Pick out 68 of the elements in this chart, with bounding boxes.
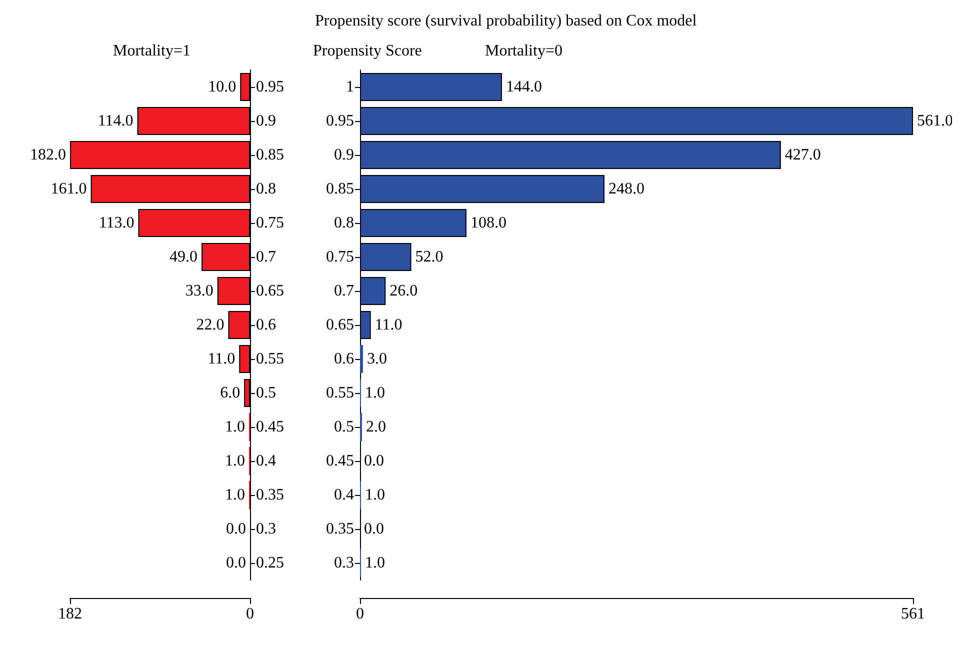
y-tick-label: 0.65 [256,282,284,300]
data-label: 0.0 [226,520,246,538]
y-tick-label: 0.65 [326,316,354,334]
y-tick-label: 0.9 [256,112,276,130]
y-tick-label: 0.3 [334,554,354,572]
data-label: 1.0 [225,486,246,504]
data-label: 0.0 [364,452,384,470]
data-label: 11.0 [374,316,402,334]
y-tick-label: 1 [346,78,354,96]
chart-title: Propensity score (survival probability) based on Cox model [315,12,698,30]
chart-subtitle: Mortality=0 [485,42,562,60]
y-tick-label: 0.4 [334,486,354,504]
y-tick-label: 0.5 [334,418,354,436]
y-tick-label: 0.85 [326,180,354,198]
data-label: 427.0 [784,146,821,164]
y-tick-label: 0.35 [256,486,284,504]
y-tick-label: 0.6 [256,316,276,334]
y-tick-label: 0.8 [256,180,276,198]
data-label: 1.0 [225,418,246,436]
y-tick-label: 0.95 [256,78,284,96]
data-label: 22.0 [196,316,224,334]
y-tick-label: 0.4 [256,452,276,470]
data-label: 0.0 [226,554,246,572]
data-label: 0.0 [364,520,384,538]
data-label: 3.0 [366,350,387,368]
data-label: 113.0 [98,214,134,232]
data-label: 161.0 [50,180,87,198]
x-tick-label: 0 [246,606,254,622]
y-tick-label: 0.45 [326,452,354,470]
data-label: 248.0 [608,180,644,198]
y-tick-label: 0.7 [256,248,276,266]
data-label: 10.0 [208,78,236,96]
x-tick-label: 0 [356,606,364,622]
data-label: 1.0 [364,384,385,402]
y-tick-label: 0.25 [256,554,284,572]
data-label: 52.0 [415,248,444,266]
data-label: 1.0 [364,486,385,504]
chart-title: Mortality=1 [113,42,190,60]
data-label: 26.0 [390,282,418,300]
y-tick-label: 0.75 [256,214,284,232]
data-label: 144.0 [506,78,542,96]
data-label: 2.0 [366,418,386,436]
y-tick-label: 0.55 [256,350,284,368]
data-label: 1.0 [225,452,246,470]
y-tick-label: 0.5 [256,384,276,402]
y-tick-label: 0.55 [326,384,354,402]
y-tick-label: 0.7 [334,282,354,300]
data-label: 108.0 [470,214,506,232]
y-tick-label: 0.6 [334,350,354,368]
x-tick-label: 182 [58,606,82,622]
y-tick-label: 0.85 [256,146,284,164]
data-label: 1.0 [364,554,385,572]
y-tick-label: 0.9 [334,146,354,164]
y-tick-label: 0.35 [326,520,354,538]
x-tick-label: 561 [901,606,925,622]
bar [360,345,363,373]
data-label: 182.0 [30,146,66,164]
data-label: 49.0 [170,248,198,266]
y-tick-label: 0.8 [334,214,354,232]
data-label: 6.0 [220,384,240,402]
y-tick-label: 0.75 [326,248,354,266]
y-axis-title: Propensity Score [313,42,422,60]
data-label: 114.0 [98,112,134,130]
data-label: 33.0 [185,282,214,300]
y-tick-label: 0.95 [326,112,354,130]
y-tick-label: 0.3 [256,520,276,538]
y-tick-label: 0.45 [256,418,284,436]
data-label: 11.0 [208,350,236,368]
